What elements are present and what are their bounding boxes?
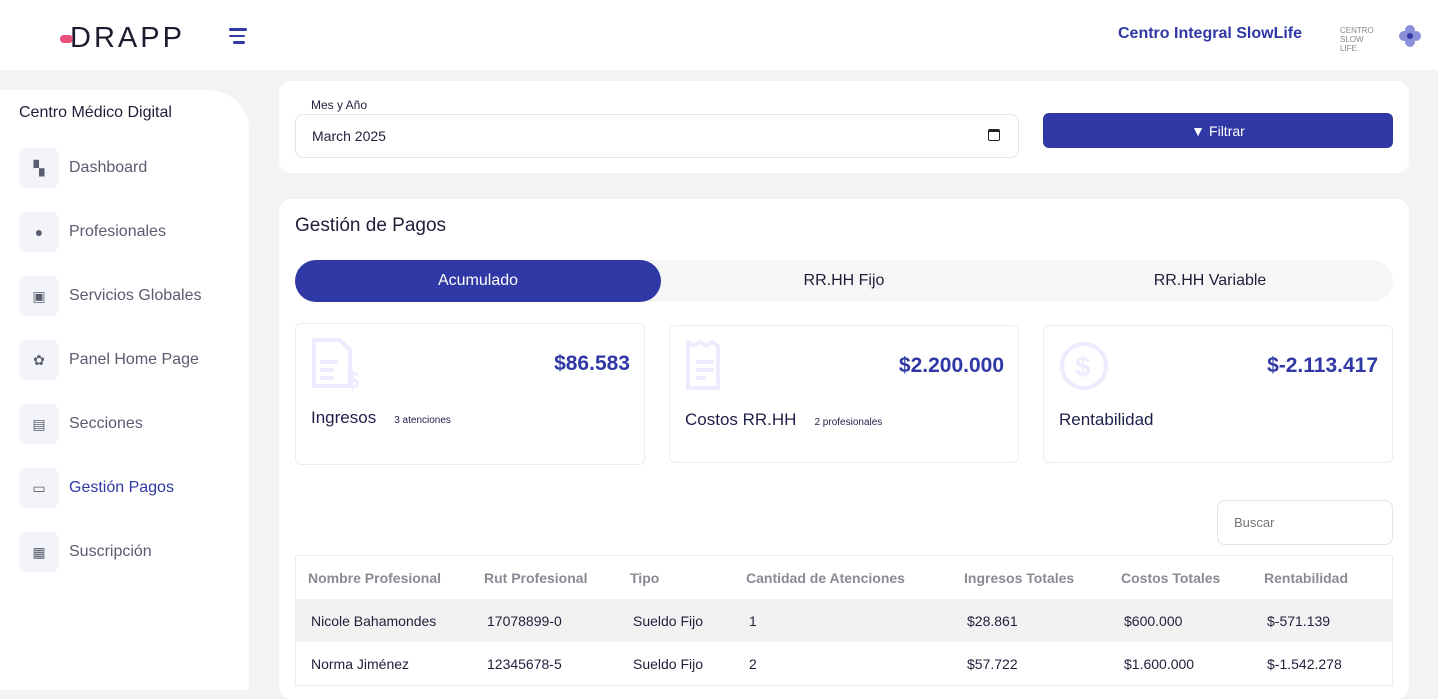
calendar-icon[interactable] — [988, 129, 1000, 141]
sidebar-item-label: Gestión Pagos — [69, 479, 174, 496]
sidebar-item-dashboard[interactable]: ▚ Dashboard — [19, 148, 147, 188]
sidebar-item-label: Servicios Globales — [69, 287, 202, 304]
sidebar-title: Centro Médico Digital — [19, 104, 172, 121]
payments-table: Nombre Profesional Rut Profesional Tipo … — [295, 555, 1393, 686]
dollar-circle-icon: $ — [1060, 342, 1108, 390]
cell: Sueldo Fijo — [633, 612, 704, 629]
flower-avatar-icon[interactable] — [1399, 25, 1421, 47]
drapp-logo[interactable]: DRAPP — [60, 22, 185, 55]
sidebar-item-servicios[interactable]: ▣ Servicios Globales — [19, 276, 202, 316]
table-row[interactable]: Norma Jiménez 12345678-5 Sueldo Fijo 2 $… — [296, 642, 1392, 685]
sidebar: Centro Médico Digital ▚ Dashboard ● Profes… — [0, 90, 249, 690]
filter-button[interactable]: ▼ Filtrar — [1043, 113, 1393, 148]
top-header: DRAPP Centro Integral SlowLife CENTRO SL… — [0, 0, 1438, 70]
filter-icon: ▼ — [1191, 122, 1206, 139]
stat-card-ingresos: $ $86.583 Ingresos 3 atenciones — [295, 323, 645, 465]
sidebar-item-panel-home[interactable]: ✿ Panel Home Page — [19, 340, 199, 380]
ingresos-sub: 3 atenciones — [394, 415, 451, 426]
ingresos-label: Ingresos 3 atenciones — [311, 408, 451, 427]
search-input[interactable] — [1217, 500, 1393, 545]
cell: $57.722 — [967, 655, 1018, 672]
receipt-icon: ▦ — [19, 532, 59, 572]
rentabilidad-label: Rentabilidad — [1059, 410, 1154, 429]
table-row[interactable]: Nicole Bahamondes 17078899-0 Sueldo Fijo… — [296, 599, 1392, 642]
sidebar-item-label: Secciones — [69, 415, 143, 432]
col-header[interactable]: Cantidad de Atenciones — [746, 569, 905, 586]
cell: 17078899-0 — [487, 612, 562, 629]
payment-icon: ▭ — [19, 468, 59, 508]
ingresos-value: $86.583 — [554, 352, 630, 375]
cell: $600.000 — [1124, 612, 1183, 629]
center-logo: CENTRO SLOW LIFE — [1340, 26, 1374, 53]
svg-text:$: $ — [346, 367, 360, 390]
month-year-label: Mes y Año — [309, 98, 370, 112]
sidebar-item-gestion-pagos[interactable]: ▭ Gestión Pagos — [19, 468, 174, 508]
filter-button-label: Filtrar — [1209, 122, 1245, 139]
dashboard-icon: ▚ — [19, 148, 59, 188]
filter-card: March 2025 Mes y Año ▼ Filtrar — [279, 81, 1409, 173]
col-header[interactable]: Tipo — [630, 569, 660, 586]
table-header: Nombre Profesional Rut Profesional Tipo … — [296, 556, 1392, 599]
cell: Norma Jiménez — [311, 655, 410, 672]
col-header[interactable]: Ingresos Totales — [964, 569, 1075, 586]
tab-rrhh-fijo[interactable]: RR.HH Fijo — [803, 272, 885, 289]
col-header[interactable]: Nombre Profesional — [308, 569, 442, 586]
svg-text:$: $ — [1075, 351, 1091, 382]
cell: Nicole Bahamondes — [311, 612, 437, 629]
center-name: Centro Integral SlowLife — [1118, 25, 1303, 42]
col-header[interactable]: Rut Profesional — [484, 569, 588, 586]
col-header[interactable]: Costos Totales — [1121, 569, 1221, 586]
sidebar-item-label: Dashboard — [69, 159, 148, 176]
cell: $-1.542.278 — [1267, 655, 1342, 672]
payments-card: Gestión de Pagos Acumulado RR.HH Fijo RR… — [279, 199, 1409, 699]
rentabilidad-value: $-2.113.417 — [1267, 354, 1378, 377]
col-header[interactable]: Rentabilidad — [1264, 569, 1349, 586]
stat-card-rentabilidad: $ $-2.113.417 Rentabilidad — [1043, 325, 1393, 463]
sidebar-item-suscripcion[interactable]: ▦ Suscripción — [19, 532, 152, 572]
costos-sub: 2 profesionales — [814, 417, 883, 428]
cell: 2 — [749, 655, 757, 672]
cell: $-571.139 — [1267, 612, 1331, 629]
tab-rrhh-variable[interactable]: RR.HH Variable — [1153, 272, 1267, 289]
invoice-dollar-icon: $ — [312, 338, 360, 390]
cell: 12345678-5 — [487, 655, 562, 672]
sidebar-item-profesionales[interactable]: ● Profesionales — [19, 212, 166, 252]
hamburger-menu-icon[interactable] — [229, 28, 247, 48]
professional-icon: ● — [19, 212, 59, 252]
logo-text: DRAPP — [70, 22, 185, 54]
sidebar-item-secciones[interactable]: ▤ Secciones — [19, 404, 143, 444]
sidebar-item-label: Suscripción — [69, 543, 152, 560]
costos-label: Costos RR.HH 2 profesionales — [685, 410, 883, 429]
sidebar-item-label: Profesionales — [69, 223, 166, 240]
tab-bar: Acumulado RR.HH Fijo RR.HH Variable — [295, 260, 1393, 302]
stat-card-costos: $2.200.000 Costos RR.HH 2 profesionales — [669, 325, 1019, 463]
month-year-value: March 2025 — [312, 128, 386, 144]
cell: $28.861 — [967, 612, 1018, 629]
receipt-icon — [686, 340, 720, 390]
tab-acumulado[interactable]: Acumulado — [295, 260, 661, 302]
month-year-input[interactable]: March 2025 — [295, 114, 1019, 158]
sidebar-item-label: Panel Home Page — [69, 351, 199, 368]
services-icon: ▣ — [19, 276, 59, 316]
cell: $1.600.000 — [1124, 655, 1195, 672]
flower-icon: ✿ — [19, 340, 59, 380]
page-title: Gestión de Pagos — [295, 215, 447, 236]
cell: 1 — [749, 612, 757, 629]
costos-value: $2.200.000 — [898, 354, 1004, 377]
cell: Sueldo Fijo — [633, 655, 704, 672]
book-icon: ▤ — [19, 404, 59, 444]
